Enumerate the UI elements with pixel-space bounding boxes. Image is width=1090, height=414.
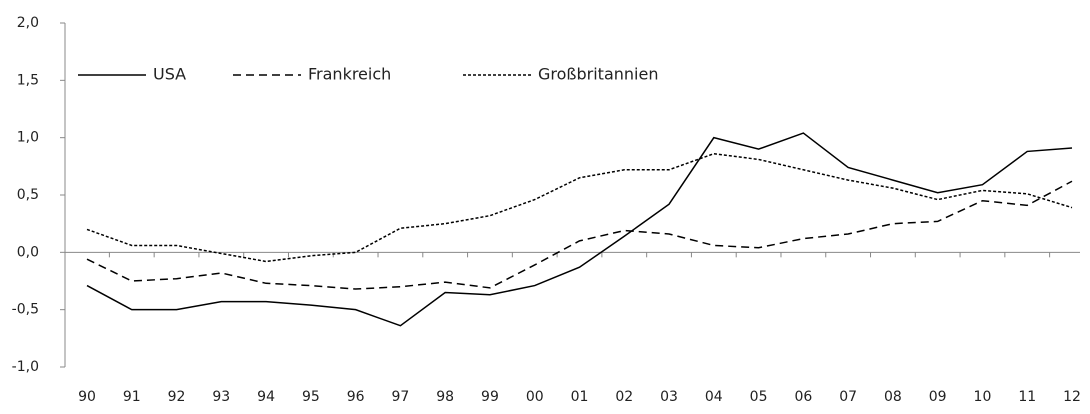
- y-tick-label: -0,5: [12, 302, 39, 318]
- legend-label: Großbritannien: [538, 65, 658, 84]
- legend-label: Frankreich: [308, 65, 391, 84]
- x-tick-label: 92: [168, 389, 186, 405]
- x-tick-label: 02: [615, 389, 633, 405]
- x-tick-label: 07: [839, 389, 857, 405]
- y-tick-label: 1,5: [17, 72, 39, 88]
- y-tick-label: 2,0: [17, 15, 39, 31]
- x-tick-label: 96: [347, 389, 365, 405]
- x-tick-label: 99: [481, 389, 499, 405]
- x-tick-label: 03: [660, 389, 678, 405]
- x-tick-label: 01: [571, 389, 589, 405]
- x-tick-label: 12: [1063, 389, 1081, 405]
- x-tick-label: 91: [123, 389, 141, 405]
- x-tick-label: 06: [794, 389, 812, 405]
- x-tick-label: 90: [78, 389, 96, 405]
- y-tick-label: -1,0: [12, 359, 39, 375]
- x-tick-label: 09: [929, 389, 947, 405]
- y-tick-label: 0,0: [17, 244, 39, 260]
- x-tick-label: 94: [257, 389, 275, 405]
- y-tick-label: 0,5: [17, 187, 39, 203]
- legend-label: USA: [153, 65, 186, 84]
- y-tick-label: 1,0: [17, 130, 39, 146]
- line: [86, 180, 1073, 290]
- x-tick-label: 04: [705, 389, 723, 405]
- x-tick-label: 00: [526, 389, 544, 405]
- x-tick-label: 05: [750, 389, 768, 405]
- line: [86, 152, 1073, 263]
- x-tick-label: 10: [974, 389, 992, 405]
- x-tick-label: 08: [884, 389, 902, 405]
- x-tick-label: 97: [391, 389, 409, 405]
- x-tick-label: 93: [212, 389, 230, 405]
- x-tick-label: 11: [1018, 389, 1036, 405]
- x-tick-label: 95: [302, 389, 320, 405]
- x-tick-label: 98: [436, 389, 454, 405]
- line: [86, 132, 1073, 327]
